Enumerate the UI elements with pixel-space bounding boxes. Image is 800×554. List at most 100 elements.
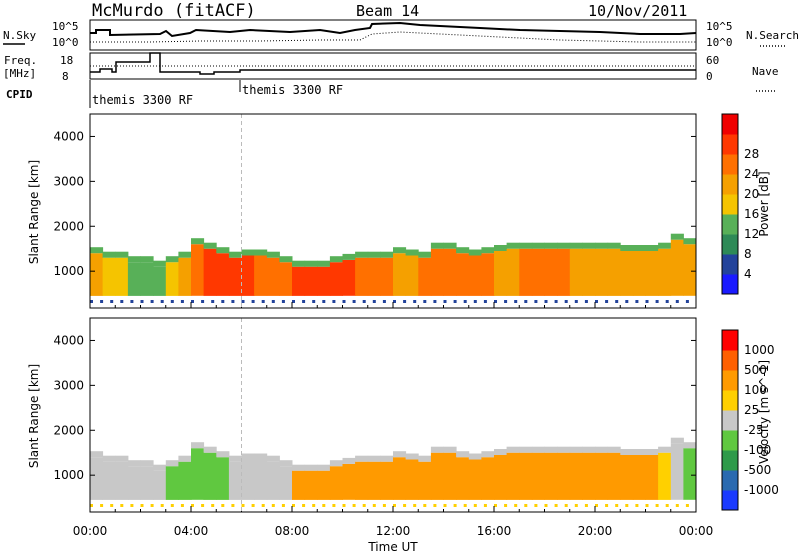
power-colorbar: 4 8 12 16 20 24 28 [721,113,759,295]
near-range-echo [130,300,134,303]
colorbar-swatch [722,450,738,471]
echo-band-segment [317,470,331,500]
colorbar-swatch [722,330,738,351]
echo-band-fringe [506,446,520,453]
echo-band-fringe [506,242,520,249]
echo-band-segment [481,253,495,296]
y-tick-label: 1000 [53,468,84,482]
echo-band-fringe [203,446,217,453]
echo-band-fringe [683,238,697,245]
echo-band-segment [329,262,343,296]
power-colorbar-label: Power [dB] [757,171,771,236]
echo-band-segment [216,253,230,296]
near-range-echo [443,504,447,507]
near-range-echo [423,300,427,303]
echo-band-segment [607,248,621,296]
near-range-echo [423,504,427,507]
echo-band-segment [632,455,646,500]
near-range-echo [191,504,194,507]
echo-band-fringe [569,446,583,453]
echo-band-fringe [165,256,179,263]
echo-band-segment [645,251,659,296]
echo-band-segment [355,257,369,296]
echo-band-segment [355,461,369,500]
near-range-echo [372,504,376,507]
near-range-echo [605,300,609,303]
colorbar-swatch [722,350,738,371]
echo-band-segment [670,443,684,500]
near-range-echo [605,504,609,507]
noise-tick-left-hi: 10^5 [52,20,79,33]
echo-band-fringe [115,455,129,462]
near-range-echo [483,504,487,507]
near-range-echo [332,300,336,303]
echo-band-segment [115,461,129,500]
echo-band-segment [254,255,268,296]
near-range-echo [211,504,215,507]
cpid-label: CPID [6,88,33,101]
velocity-colorbar-label: Velocity [m s^-1] [757,360,771,464]
colorbar-tick-label: 500 [744,363,767,377]
velocity-ylabel: Slant Range [km] [27,364,41,468]
near-range-echo [413,300,417,303]
echo-band-fringe [645,449,659,455]
echo-band-segment [430,248,444,296]
near-range-echo [241,504,245,507]
echo-band-fringe [254,453,268,460]
y-tick-label: 2000 [53,423,84,437]
y-tick-label: 1000 [53,264,84,278]
echo-band-fringe [203,242,217,249]
y-tick-label: 4000 [53,129,84,143]
near-range-echo [332,504,336,507]
echo-band-fringe [531,446,545,453]
colorbar-tick-label: -500 [744,463,771,477]
near-range-echo [281,504,285,507]
echo-band-fringe [418,455,432,462]
echo-band-fringe [178,455,192,462]
near-range-echo [342,504,346,507]
echo-band-fringe [317,260,331,267]
echo-band-segment [430,452,444,500]
near-range-echo [342,300,346,303]
near-range-echo [453,504,457,507]
cpid-program-1: themis 3300 RF [92,93,193,107]
station-title: McMurdo (fitACF) [92,1,256,21]
near-range-echo [292,504,295,507]
near-range-echo [271,504,275,507]
echo-band-segment [203,248,217,296]
echo-band-fringe [292,464,306,471]
echo-band-fringe [443,446,457,453]
near-range-echo [544,300,548,303]
echo-band-fringe [304,464,318,471]
near-range-echo [130,504,134,507]
echo-band-fringe [140,460,154,467]
echo-band-fringe [557,446,571,453]
colorbar-swatch [722,154,738,175]
time-axis: 00:00 04:00 08:00 12:00 16:00 20:00 00:00 [73,524,714,538]
near-range-echo [413,504,417,507]
noise-tick-left-lo: 10^0 [52,36,79,49]
near-range-echo [504,504,508,507]
echo-band-segment [90,253,104,296]
echo-band-segment [670,239,684,296]
echo-band-segment [228,257,242,296]
near-range-echo [100,300,104,303]
velocity-panel: 1000 2000 3000 4000 [53,318,697,512]
echo-band-fringe [102,251,116,258]
near-range-echo [554,300,558,303]
near-range-echo [221,300,225,303]
near-range-echo [514,300,518,303]
echo-band-fringe [127,256,141,263]
near-range-echo [170,504,174,507]
echo-band-segment [443,452,457,500]
echo-band-segment [228,461,242,500]
power-ylabel: Slant Range [km] [27,160,41,264]
echo-band-segment [140,466,154,500]
echo-band-segment [683,244,697,296]
echo-band-segment [569,248,583,296]
echo-band-fringe [241,453,255,460]
echo-band-segment [178,257,192,296]
near-range-echo [191,300,194,303]
